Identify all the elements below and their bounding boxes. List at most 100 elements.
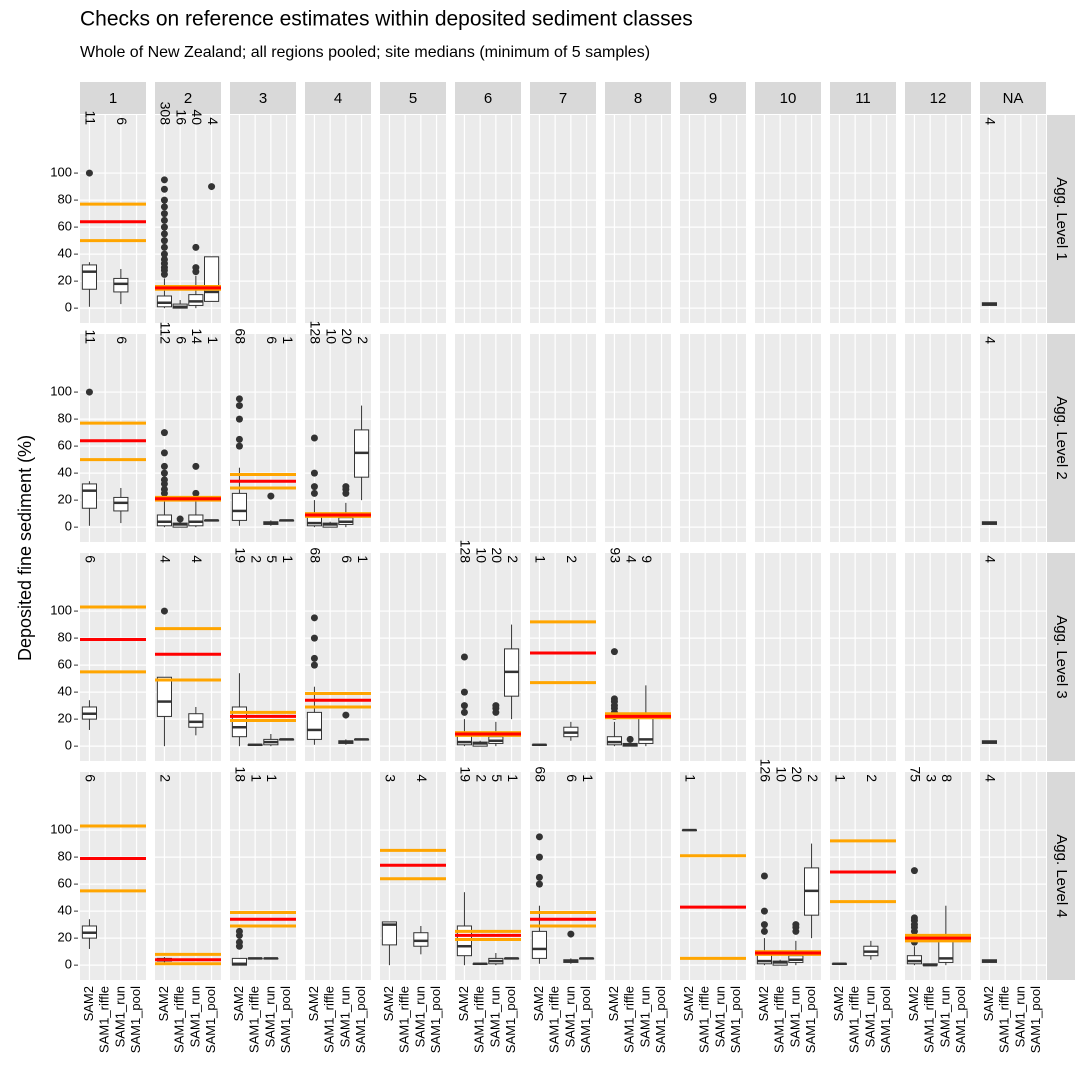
x-tick-label: SAM1_riffle (547, 986, 562, 1053)
outlier (235, 415, 243, 423)
outlier (192, 264, 200, 272)
count-label: 19 (233, 547, 249, 563)
panel (830, 772, 896, 980)
count-label: 20 (789, 766, 805, 782)
outlier (208, 183, 216, 191)
panel (530, 115, 596, 323)
x-tick-label: SAM2 (981, 986, 996, 1021)
x-tick-label: SAM1_riffle (622, 986, 637, 1053)
outlier (160, 216, 168, 224)
x-tick-label: SAM2 (231, 986, 246, 1021)
strip (905, 82, 971, 114)
outlier (460, 688, 468, 696)
count-label: 4 (414, 774, 430, 782)
count-label: 112 (158, 322, 174, 345)
count-label: 68 (533, 766, 549, 782)
strip (380, 82, 446, 114)
column-label: 12 (930, 90, 947, 107)
count-label: 1 (248, 774, 264, 782)
outlier (535, 853, 543, 861)
x-tick-label: SAM1_riffle (772, 986, 787, 1053)
outlier (567, 930, 575, 938)
x-tick-label: SAM2 (681, 986, 696, 1021)
count-label: 128 (458, 540, 474, 564)
y-tick-label: 20 (58, 930, 72, 945)
outlier (460, 708, 468, 716)
x-tick-label: SAM1_pool (428, 986, 443, 1053)
column-label: 11 (855, 90, 871, 107)
x-tick-label: SAM1_riffle (472, 986, 487, 1053)
column-label: 10 (780, 90, 797, 107)
x-tick-label: SAM2 (81, 986, 96, 1021)
outlier (267, 492, 275, 500)
count-label: 4 (983, 774, 999, 782)
row-strip (1047, 553, 1075, 761)
column-label: 2 (184, 90, 192, 107)
outlier (160, 223, 168, 231)
count-label: 75 (908, 766, 924, 782)
panel (905, 553, 971, 761)
x-tick-label: SAM2 (906, 986, 921, 1021)
count-label: 68 (233, 328, 249, 344)
x-tick-label: SAM2 (456, 986, 471, 1021)
x-tick-label: SAM1_riffle (322, 986, 337, 1053)
box (81, 483, 97, 509)
y-tick-label: 40 (58, 684, 72, 699)
count-label: 1 (505, 774, 521, 782)
outlier (160, 476, 168, 484)
panel (380, 115, 446, 323)
outlier (235, 395, 243, 403)
x-tick-label: SAM1_pool (503, 986, 518, 1053)
box (906, 955, 922, 965)
count-label: 6 (83, 774, 99, 782)
box (156, 295, 173, 308)
y-tick-label: 80 (58, 849, 72, 864)
box (188, 713, 204, 728)
outlier (235, 402, 243, 410)
strip (980, 82, 1046, 114)
count-label: 2 (805, 774, 821, 782)
count-label: 11 (83, 329, 99, 344)
panel (155, 334, 221, 542)
panel (380, 334, 446, 542)
box (188, 514, 204, 527)
x-tick-label: SAM2 (606, 986, 621, 1021)
outlier (192, 489, 200, 497)
outlier (85, 388, 93, 396)
count-label: 5 (264, 555, 280, 563)
outlier (610, 648, 618, 656)
count-label: 10 (773, 766, 789, 782)
x-tick-label: SAM2 (531, 986, 546, 1021)
panel (905, 334, 971, 542)
panel (155, 772, 221, 980)
y-tick-label: 0 (65, 738, 72, 753)
count-label: 5 (489, 774, 505, 782)
column-label: 9 (709, 90, 717, 107)
box (156, 514, 173, 527)
outlier (235, 435, 243, 443)
count-label: 1 (683, 774, 699, 782)
strip (530, 82, 596, 114)
x-tick-label: SAM2 (831, 986, 846, 1021)
count-label: 9 (639, 555, 655, 563)
y-tick-label: 60 (58, 657, 72, 672)
x-tick-label: SAM1_pool (803, 986, 818, 1053)
box (188, 294, 204, 306)
count-label: 6 (264, 336, 280, 344)
outlier (910, 914, 918, 922)
panel (680, 553, 746, 761)
count-label: 4 (189, 555, 205, 563)
x-tick-label: SAM1_pool (653, 986, 668, 1053)
x-tick-label: SAM1_riffle (997, 986, 1012, 1053)
x-tick-label: SAM2 (756, 986, 771, 1021)
count-label: 4 (205, 117, 221, 125)
count-label: 4 (158, 555, 174, 563)
panel (230, 115, 296, 323)
chart-subtitle: Whole of New Zealand; all regions pooled… (80, 44, 650, 61)
panel (680, 772, 746, 980)
count-label: 128 (308, 321, 324, 345)
count-label: 126 (758, 759, 774, 783)
y-tick-label: 80 (58, 630, 72, 645)
panel (455, 115, 521, 323)
